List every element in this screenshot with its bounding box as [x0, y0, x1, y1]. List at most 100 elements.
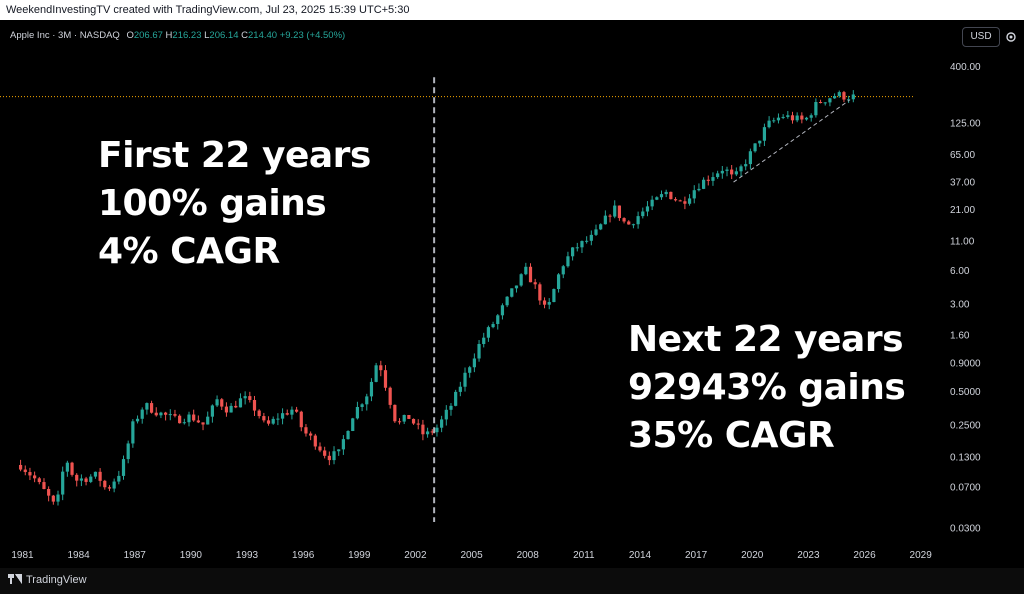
candle-body: [505, 296, 509, 306]
candle-body: [276, 418, 280, 420]
right-annotation: Next 22 years 92943% gains 35% CAGR: [628, 316, 906, 460]
price-axis[interactable]: 400.00 125.00 65.00 37.00 21.00 11.00 6.00 3.00…: [950, 62, 981, 535]
candle-body: [234, 405, 238, 408]
candle-body: [538, 284, 542, 301]
candle-body: [547, 302, 551, 305]
candle-body: [818, 102, 823, 104]
candle-body: [702, 179, 706, 189]
candle-body: [772, 120, 776, 122]
tradingview-logo-icon: [8, 574, 22, 584]
candle-body: [575, 247, 579, 249]
candle-body: [215, 399, 219, 406]
candle-body: [224, 406, 229, 413]
y-tick-label: 0.0700: [950, 482, 981, 493]
candle-body: [290, 409, 294, 415]
x-tick-label: 2005: [460, 550, 483, 561]
candle-body: [248, 396, 252, 401]
candle-body: [617, 205, 621, 219]
candle-body: [514, 285, 519, 289]
x-tick-label: 2026: [853, 550, 876, 561]
candle-body: [47, 489, 51, 496]
candle-body: [33, 475, 37, 479]
close-label: C: [241, 30, 248, 41]
candle-body: [496, 315, 500, 325]
candle-body: [786, 115, 790, 117]
candle-body: [585, 240, 589, 242]
candle-body: [178, 415, 182, 424]
candle-body: [341, 439, 345, 450]
candle-body: [613, 205, 617, 217]
candle-body: [837, 92, 841, 97]
gear-icon[interactable]: [1004, 30, 1018, 44]
right-annotation-line-2: 92943% gains: [628, 367, 906, 408]
right-annotation-line-3: 35% CAGR: [628, 415, 835, 456]
y-tick-label: 1.60: [950, 330, 970, 341]
x-tick-label: 1981: [11, 550, 34, 561]
candle-body: [318, 446, 322, 451]
candle-body: [748, 151, 752, 165]
y-tick-label: 0.9000: [950, 358, 981, 369]
candle-body: [252, 400, 257, 411]
change-value: +9.23 (+4.50%): [279, 30, 346, 41]
time-axis[interactable]: 1981 1984 1987 1990 1993 1996 1999 2002 2005 2008…: [11, 550, 932, 561]
x-tick-label: 1990: [180, 550, 203, 561]
candle-body: [599, 224, 603, 230]
candle-body: [458, 386, 462, 392]
tradingview-logo[interactable]: TradingView: [8, 574, 87, 586]
price-chart[interactable]: 400.00 125.00 65.00 37.00 21.00 11.00 6.00 3.00…: [0, 20, 1024, 568]
candle-body: [725, 169, 729, 171]
candle-body: [449, 405, 453, 410]
symbol-name: Apple Inc · 3M · NASDAQ: [10, 30, 120, 41]
candle-body: [636, 216, 640, 225]
x-tick-label: 2008: [517, 550, 540, 561]
y-tick-label: 21.00: [950, 205, 975, 216]
y-tick-label: 3.00: [950, 300, 970, 311]
candle-body: [655, 197, 659, 200]
candle-body: [351, 418, 355, 431]
right-annotation-line-1: Next 22 years: [628, 319, 904, 360]
candle-body: [673, 199, 678, 201]
candle-body: [804, 117, 809, 120]
candle-body: [407, 414, 411, 419]
candle-body: [285, 413, 289, 415]
candle-body: [262, 416, 266, 421]
candle-body: [650, 199, 654, 207]
candle-body: [683, 201, 687, 204]
candle-body: [716, 173, 720, 178]
candle-body: [603, 215, 607, 225]
candle-body: [182, 422, 186, 424]
candle-body: [332, 451, 336, 461]
candle-body: [800, 115, 804, 120]
candle-body: [309, 433, 313, 436]
candle-body: [594, 229, 598, 235]
candle-body: [271, 418, 275, 424]
attribution-text: WeekendInvestingTV created with TradingV…: [6, 4, 410, 16]
candle-body: [454, 391, 458, 406]
candle-body: [201, 422, 205, 425]
candle-body: [692, 190, 696, 199]
candle-body: [809, 115, 813, 118]
candle-body: [388, 387, 392, 405]
candle-body: [711, 177, 715, 181]
candle-body: [154, 412, 158, 416]
x-tick-label: 2017: [685, 550, 708, 561]
candle-body: [753, 143, 757, 152]
candle-body: [117, 475, 121, 482]
candle-body: [430, 431, 434, 433]
candle-body: [360, 404, 364, 407]
candle-body: [758, 140, 762, 144]
candle-body: [337, 449, 341, 452]
candle-body: [561, 266, 565, 275]
currency-button[interactable]: USD: [962, 27, 1000, 47]
candle-body: [477, 344, 481, 359]
candle-body: [463, 372, 467, 387]
candle-body: [421, 424, 425, 435]
x-tick-label: 1984: [67, 550, 90, 561]
candle-body: [266, 420, 271, 424]
candle-body: [851, 94, 855, 100]
x-tick-label: 2014: [629, 550, 652, 561]
close-value: 214.40: [248, 30, 278, 41]
candle-body: [762, 127, 767, 141]
candle-body: [533, 282, 537, 285]
candle-body: [323, 450, 327, 456]
